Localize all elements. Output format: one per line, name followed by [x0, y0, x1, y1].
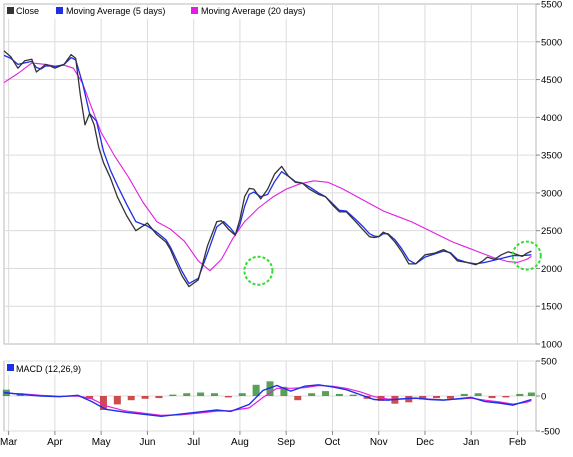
month-x-tick-label: Sep [277, 437, 295, 448]
price-y-tick-label: 4500 [541, 75, 562, 86]
macd-histogram-bar [280, 386, 288, 396]
legend-label-close: Close [16, 6, 39, 16]
month-x-tick-label: Jul [187, 437, 200, 448]
price-legend: Close Moving Average (5 days) Moving Ave… [6, 6, 314, 19]
price-y-tick-label: 1000 [541, 340, 562, 351]
close-line [3, 50, 532, 288]
price-y-tick-label: 3000 [541, 188, 562, 199]
macd-histogram-bar [183, 393, 191, 396]
price-y-tick-label: 3500 [541, 151, 562, 162]
macd-y-tick-label: 0 [541, 392, 546, 403]
macd-histogram-bar [516, 393, 524, 396]
legend-swatch-close [7, 7, 14, 14]
price-y-tick-label: 4000 [541, 113, 562, 124]
month-x-tick-label: Jun [139, 437, 155, 448]
macd-histogram-bar [527, 392, 535, 396]
macd-histogram-bar [488, 396, 496, 399]
macd-histogram-bar [474, 393, 482, 396]
macd-histogram-bar [141, 396, 149, 399]
macd-histogram-bar [446, 396, 454, 399]
month-x-tick-label: Jan [463, 437, 479, 448]
macd-histogram-bar [308, 393, 316, 396]
price-legend-background [6, 6, 314, 19]
legend-label-macd: MACD (12,26,9) [16, 364, 81, 374]
macd-histogram-bar [169, 394, 177, 396]
macd-histogram-bar [294, 396, 302, 401]
crossover-circle [511, 240, 542, 271]
macd-y-tick-label: -500 [541, 427, 560, 438]
macd-histogram-bar [224, 396, 232, 398]
macd-histogram-bar [238, 393, 246, 396]
macd-histogram-bar [197, 392, 205, 396]
macd-y-tick-label: 500 [541, 357, 557, 368]
macd-legend-background [6, 363, 96, 375]
price-panel-frame [3, 3, 537, 345]
legend-label-ma20: Moving Average (20 days) [201, 6, 305, 16]
month-x-tick-label: Aug [231, 437, 249, 448]
macd-y-axis: -500 0 500 [536, 357, 560, 438]
month-x-tick-label: Nov [370, 437, 388, 448]
legend-swatch-macd [7, 364, 14, 371]
price-series [3, 50, 532, 288]
price-y-tick-label: 1500 [541, 302, 562, 313]
macd-histogram-bar [419, 396, 427, 400]
macd-histogram-bar [433, 396, 441, 399]
macd-histogram-bar [502, 396, 510, 398]
month-x-tick-label: Feb [509, 437, 527, 448]
macd-histogram-bar [127, 396, 135, 401]
macd-line [3, 384, 532, 418]
crossover-circle [243, 255, 274, 286]
macd-histogram-bar [335, 393, 343, 396]
macd-histogram-bar [86, 396, 94, 399]
macd-histogram-bar [155, 396, 163, 399]
macd-series [3, 384, 532, 418]
legend-label-ma5: Moving Average (5 days) [66, 6, 165, 16]
month-x-tick-label: Mar [0, 437, 18, 448]
macd-legend: MACD (12,26,9) [6, 363, 96, 375]
legend-swatch-ma20 [191, 7, 198, 14]
macd-histogram-bar [210, 393, 218, 396]
macd-histogram-bar [99, 396, 107, 410]
price-y-tick-label: 5000 [541, 37, 562, 48]
price-y-axis: 1000 1500 2000 2500 3000 3500 4000 4500 5000 5500 [536, 0, 562, 351]
price-panel: 1000 1500 2000 2500 3000 3500 4000 4500 5000 5500… [3, 0, 562, 351]
month-x-tick-label: May [92, 437, 111, 448]
month-x-tick-label: Apr [47, 437, 63, 448]
macd-histogram-bar [460, 393, 468, 396]
price-y-tick-label: 5500 [541, 0, 562, 11]
crossover-markers [243, 240, 542, 286]
macd-histogram-bar [113, 396, 121, 405]
month-x-axis: Mar Apr May Jun Jul Aug Sep Oct Nov Dec Jan Feb [0, 431, 527, 448]
macd-panel: -500 0 500 MACD (12,26,9) [2, 357, 560, 438]
price-y-tick-label: 2500 [541, 226, 562, 237]
month-x-tick-label: Dec [416, 437, 434, 448]
macd-histogram-bar [252, 384, 260, 396]
legend-swatch-ma5 [56, 7, 63, 14]
macd-histogram-bar [349, 394, 357, 396]
month-x-tick-label: Oct [325, 437, 341, 448]
macd-histogram-bar [322, 391, 330, 396]
ma5-line [3, 54, 532, 285]
price-y-tick-label: 2000 [541, 264, 562, 275]
